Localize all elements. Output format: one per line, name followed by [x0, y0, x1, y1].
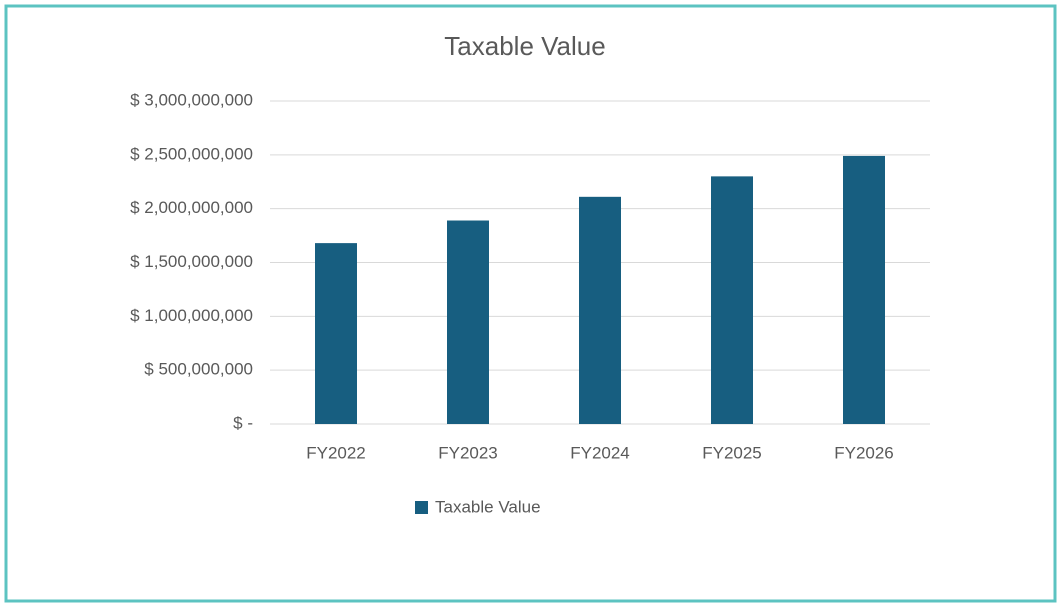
y-tick-label: $ - [233, 413, 253, 432]
y-tick-label: $ 1,000,000,000 [130, 306, 253, 325]
y-tick-label: $ 1,500,000,000 [130, 252, 253, 271]
x-tick-label: FY2022 [306, 443, 366, 462]
y-tick-label: $ 2,000,000,000 [130, 198, 253, 217]
bar [315, 243, 357, 424]
x-tick-label: FY2026 [834, 443, 894, 462]
x-tick-label: FY2024 [570, 443, 630, 462]
bar [447, 220, 489, 424]
bar [579, 196, 621, 424]
chart-title: Taxable Value [444, 31, 605, 61]
legend-label: Taxable Value [435, 497, 541, 516]
x-tick-label: FY2025 [702, 443, 762, 462]
bar [711, 176, 753, 424]
legend-swatch [415, 501, 428, 514]
y-tick-label: $ 3,000,000,000 [130, 90, 253, 109]
y-tick-label: $ 500,000,000 [144, 360, 253, 379]
y-tick-label: $ 2,500,000,000 [130, 144, 253, 163]
x-tick-label: FY2023 [438, 443, 498, 462]
bar [843, 155, 885, 424]
